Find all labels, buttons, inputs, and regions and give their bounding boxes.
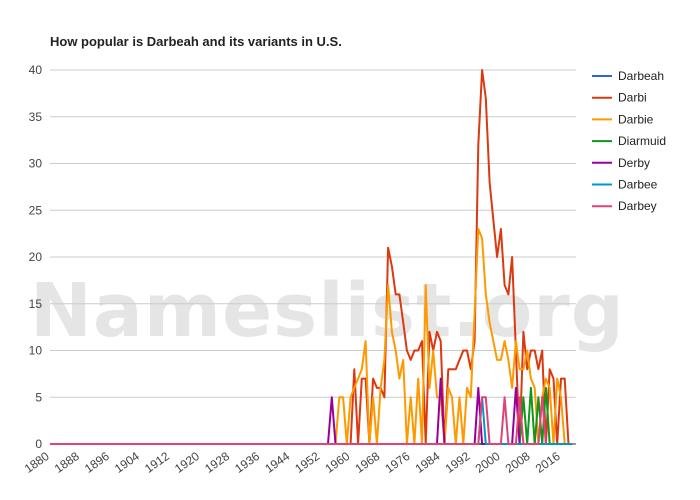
x-tick-label: 1912 [142,449,172,476]
legend: Darbeah Darbi Darbie Diarmuid Derby Darbee Dar… [592,69,666,213]
x-tick-label: 1968 [352,449,382,476]
x-tick-label: 2008 [503,449,533,476]
y-tick-label: 0 [35,437,42,451]
axes: 0 5 10 15 20 25 30 35 40 1880 1888 1896 1904 1912 1920… [22,63,563,476]
x-tick-label: 1984 [413,449,443,476]
y-tick-label: 20 [29,250,43,264]
x-tick-label: 1944 [262,449,292,476]
x-tick-label: 1888 [52,449,82,476]
y-tick-label: 30 [29,157,43,171]
y-tick-label: 10 [29,344,43,358]
legend-label: Darbee [618,178,658,192]
y-tick-label: 40 [29,63,43,77]
series-line-darbey [50,396,547,445]
x-tick-label: 1952 [292,449,322,476]
x-tick-label: 1928 [202,449,232,476]
series-line-darbie [50,228,566,445]
x-tick-label: 1960 [322,449,352,476]
legend-label: Derby [618,156,650,170]
x-tick-label: 2016 [533,449,563,476]
x-tick-label: 1936 [232,449,262,476]
x-tick-label: 1904 [112,449,142,476]
x-tick-label: 1896 [82,449,112,476]
legend-label: Darbey [618,199,657,213]
x-tick-label: 1920 [172,449,202,476]
legend-label: Darbi [618,91,647,105]
x-tick-label: 1976 [383,449,413,476]
legend-label: Darbie [618,112,654,126]
x-tick-label: 1880 [22,449,52,476]
series-line-darbee [50,396,573,445]
x-tick-label: 1992 [443,449,473,476]
legend-label: Diarmuid [618,134,666,148]
y-tick-label: 35 [29,110,43,124]
legend-label: Darbeah [618,69,664,83]
y-tick-label: 5 [35,390,42,404]
x-tick-label: 2000 [473,449,503,476]
chart-title: How popular is Darbeah and its variants … [50,34,342,49]
y-tick-label: 25 [29,203,43,217]
y-tick-label: 15 [29,297,43,311]
series-lines [50,69,573,445]
